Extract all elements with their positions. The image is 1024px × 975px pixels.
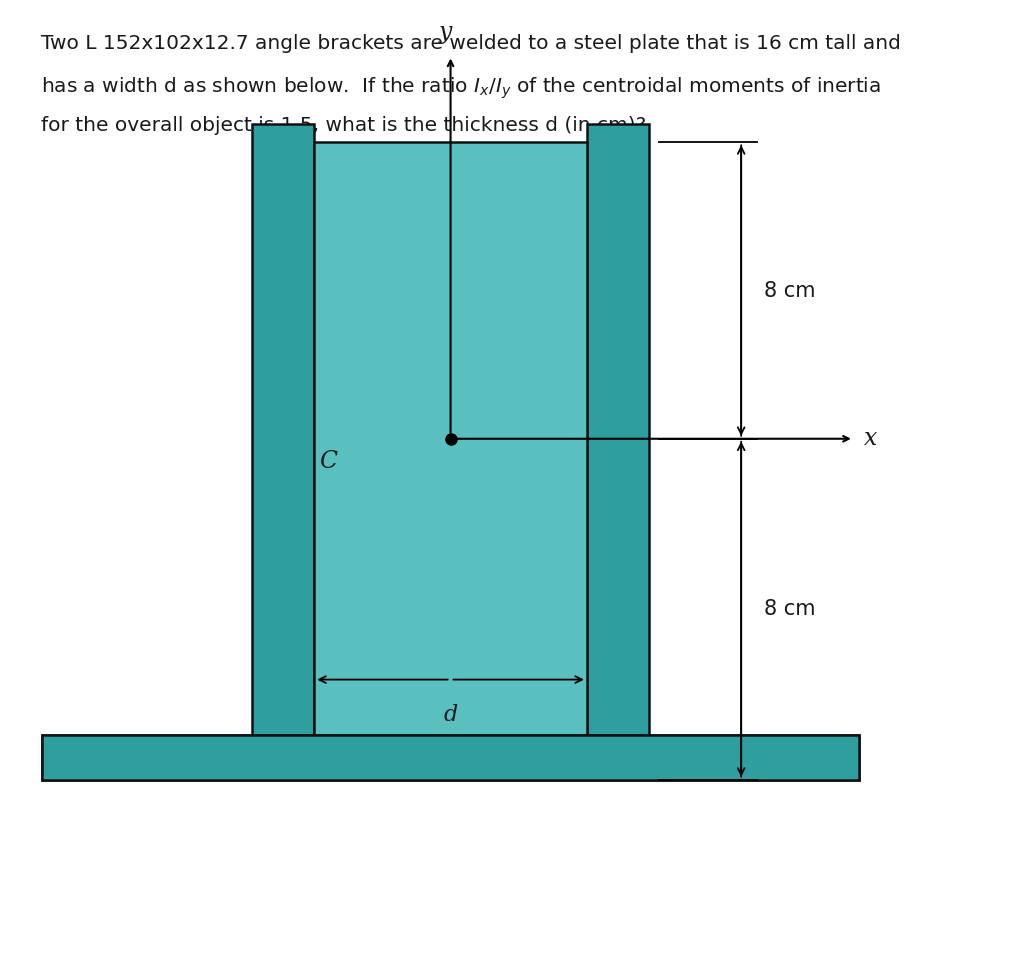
Text: d: d — [443, 704, 458, 726]
Text: 8 cm: 8 cm — [764, 281, 815, 300]
Text: for the overall object is 1.5, what is the thickness d (in cm)?: for the overall object is 1.5, what is t… — [41, 116, 646, 135]
Bar — [42, 735, 859, 780]
Text: C: C — [319, 450, 338, 474]
Text: 8 cm: 8 cm — [764, 600, 815, 619]
Bar — [314, 142, 587, 735]
Text: Two L 152x102x12.7 angle brackets are welded to a steel plate that is 16 cm tall: Two L 152x102x12.7 angle brackets are we… — [41, 34, 901, 53]
Bar — [42, 735, 859, 780]
Text: has a width d as shown below.  If the ratio $I_x/I_y$ of the centroidal moments : has a width d as shown below. If the rat… — [41, 75, 881, 100]
Text: x: x — [864, 427, 878, 450]
Bar — [252, 124, 314, 735]
Bar — [587, 124, 649, 735]
Text: y: y — [438, 20, 453, 44]
